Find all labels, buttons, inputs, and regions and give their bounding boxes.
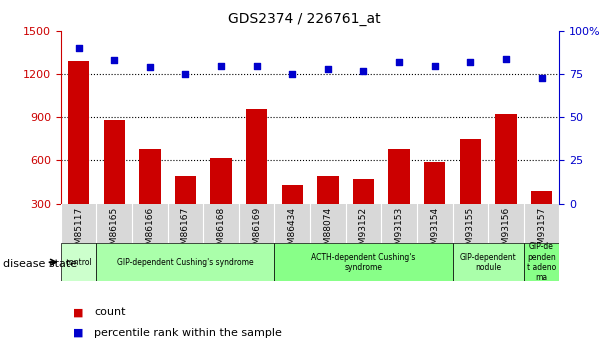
Bar bbox=[452, 243, 523, 281]
Text: ACTH-dependent Cushing's
syndrome: ACTH-dependent Cushing's syndrome bbox=[311, 253, 416, 272]
Text: GSM93157: GSM93157 bbox=[537, 207, 546, 256]
Bar bbox=[523, 243, 559, 281]
Point bbox=[394, 59, 404, 65]
Point bbox=[145, 65, 154, 70]
Bar bbox=[389, 149, 410, 247]
Bar bbox=[103, 120, 125, 247]
Bar bbox=[424, 162, 446, 247]
Text: GSM86167: GSM86167 bbox=[181, 207, 190, 256]
Text: GSM93156: GSM93156 bbox=[502, 207, 511, 256]
Text: GDS2374 / 226761_at: GDS2374 / 226761_at bbox=[227, 12, 381, 26]
Text: ■: ■ bbox=[73, 328, 83, 338]
Bar bbox=[246, 109, 268, 247]
Text: GSM93154: GSM93154 bbox=[430, 207, 439, 256]
Point bbox=[323, 66, 333, 72]
Bar bbox=[139, 149, 161, 247]
Point bbox=[109, 58, 119, 63]
Point bbox=[181, 71, 190, 77]
Point bbox=[252, 63, 261, 68]
Text: GSM88074: GSM88074 bbox=[323, 207, 333, 256]
Bar bbox=[210, 158, 232, 247]
Text: GSM86166: GSM86166 bbox=[145, 207, 154, 256]
Text: control: control bbox=[65, 258, 92, 267]
Text: disease state: disease state bbox=[3, 259, 77, 269]
Text: ■: ■ bbox=[73, 307, 83, 317]
Point bbox=[501, 56, 511, 61]
Bar bbox=[353, 179, 374, 247]
Text: percentile rank within the sample: percentile rank within the sample bbox=[94, 328, 282, 338]
Bar bbox=[68, 61, 89, 247]
Text: GSM93155: GSM93155 bbox=[466, 207, 475, 256]
Bar bbox=[282, 185, 303, 247]
Text: GIP-dependent Cushing's syndrome: GIP-dependent Cushing's syndrome bbox=[117, 258, 254, 267]
Text: GSM93152: GSM93152 bbox=[359, 207, 368, 256]
Text: GSM86169: GSM86169 bbox=[252, 207, 261, 256]
Text: GIP-dependent
nodule: GIP-dependent nodule bbox=[460, 253, 517, 272]
Text: GSM86168: GSM86168 bbox=[216, 207, 226, 256]
Point bbox=[537, 75, 547, 80]
Bar bbox=[531, 190, 552, 247]
Text: GSM85117: GSM85117 bbox=[74, 207, 83, 256]
Text: GSM93153: GSM93153 bbox=[395, 207, 404, 256]
Point bbox=[74, 46, 83, 51]
Text: GSM86434: GSM86434 bbox=[288, 207, 297, 256]
Bar bbox=[317, 176, 339, 247]
Point bbox=[288, 71, 297, 77]
Bar bbox=[274, 243, 452, 281]
Point bbox=[359, 68, 368, 73]
Bar bbox=[496, 115, 517, 247]
Bar bbox=[61, 243, 97, 281]
Point bbox=[430, 63, 440, 68]
Text: GIP-de
penden
t adeno
ma: GIP-de penden t adeno ma bbox=[527, 242, 556, 282]
Text: GSM86165: GSM86165 bbox=[109, 207, 119, 256]
Bar bbox=[174, 176, 196, 247]
Bar bbox=[97, 243, 274, 281]
Point bbox=[466, 59, 475, 65]
Bar bbox=[460, 139, 481, 247]
Text: count: count bbox=[94, 307, 126, 317]
Point bbox=[216, 63, 226, 68]
